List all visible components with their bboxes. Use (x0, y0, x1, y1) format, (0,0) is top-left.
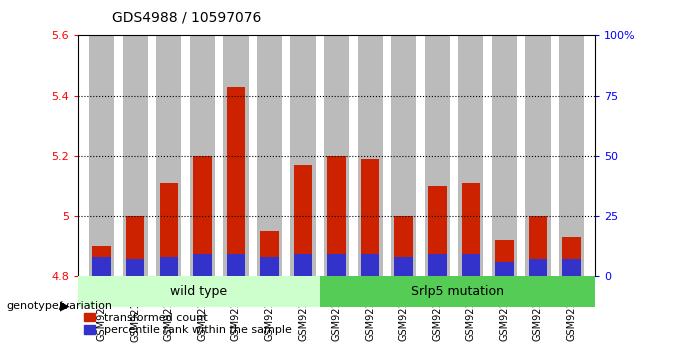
Text: wild type: wild type (171, 285, 228, 298)
Bar (226, 255, 245, 276)
Bar (226, 86, 245, 276)
Bar (327, 255, 346, 276)
Text: ▶: ▶ (61, 300, 70, 313)
Bar (492, 35, 517, 276)
Bar (223, 35, 248, 276)
Bar (394, 257, 413, 276)
Bar (294, 165, 312, 276)
Bar (462, 255, 480, 276)
Bar (160, 257, 178, 276)
Bar (160, 183, 178, 276)
Bar (290, 35, 316, 276)
Bar (529, 259, 547, 276)
Bar (361, 159, 379, 276)
Bar (428, 255, 447, 276)
Text: genotype/variation: genotype/variation (7, 301, 113, 311)
Bar (78, 276, 320, 307)
Bar (526, 35, 551, 276)
Bar (559, 35, 584, 276)
Bar (529, 216, 547, 276)
Bar (257, 35, 282, 276)
Bar (562, 237, 581, 276)
Bar (92, 257, 111, 276)
Bar (260, 257, 279, 276)
Legend: transformed count, percentile rank within the sample: transformed count, percentile rank withi… (84, 313, 292, 335)
Bar (92, 246, 111, 276)
Bar (391, 35, 416, 276)
Bar (425, 35, 450, 276)
Bar (358, 35, 383, 276)
Bar (394, 216, 413, 276)
Bar (89, 35, 114, 276)
Bar (462, 183, 480, 276)
Bar (294, 255, 312, 276)
Bar (562, 259, 581, 276)
Bar (126, 259, 144, 276)
Bar (193, 156, 211, 276)
Bar (458, 35, 483, 276)
Bar (190, 35, 215, 276)
Text: Srlp5 mutation: Srlp5 mutation (411, 285, 504, 298)
Bar (156, 35, 182, 276)
Bar (324, 35, 350, 276)
Bar (193, 255, 211, 276)
Bar (495, 262, 513, 276)
Bar (361, 255, 379, 276)
Text: GDS4988 / 10597076: GDS4988 / 10597076 (112, 11, 262, 25)
Bar (122, 35, 148, 276)
Bar (126, 216, 144, 276)
Bar (260, 231, 279, 276)
Bar (320, 276, 595, 307)
Bar (495, 240, 513, 276)
Bar (428, 186, 447, 276)
Bar (327, 156, 346, 276)
